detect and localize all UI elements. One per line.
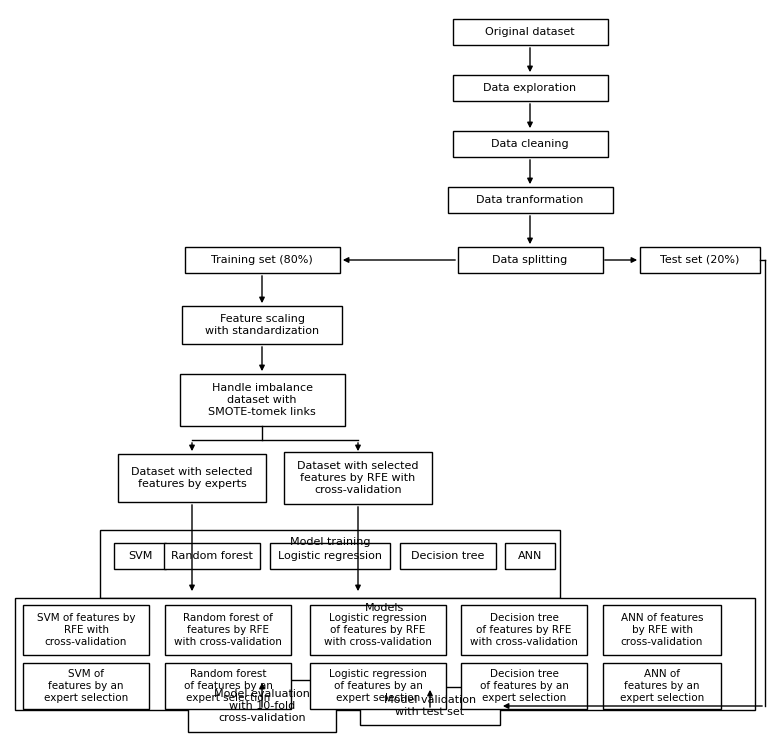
Bar: [270, 543, 390, 569]
Text: Models: Models: [366, 603, 405, 613]
Text: Decision tree: Decision tree: [412, 551, 485, 561]
Text: Decision tree
of features by RFE
with cross-validation: Decision tree of features by RFE with cr…: [470, 614, 578, 647]
Bar: [640, 247, 760, 273]
Bar: [452, 131, 608, 157]
Bar: [100, 530, 560, 598]
Text: Model training: Model training: [290, 537, 370, 547]
Text: Data splitting: Data splitting: [492, 255, 568, 265]
Bar: [284, 452, 432, 504]
Text: Random forest of
features by RFE
with cross-validation: Random forest of features by RFE with cr…: [174, 614, 282, 647]
Bar: [23, 663, 149, 709]
Bar: [114, 543, 166, 569]
Text: Random forest
of features by an
expert selection: Random forest of features by an expert s…: [184, 669, 273, 702]
Text: Test set (20%): Test set (20%): [660, 255, 740, 265]
Text: Model evaluation
with 10-fold
cross-validation: Model evaluation with 10-fold cross-vali…: [214, 690, 310, 723]
Text: Random forest: Random forest: [171, 551, 253, 561]
Text: Logistic regression: Logistic regression: [278, 551, 382, 561]
Text: ANN: ANN: [518, 551, 542, 561]
Bar: [448, 187, 612, 213]
Text: Training set (80%): Training set (80%): [211, 255, 313, 265]
Bar: [310, 605, 446, 655]
Bar: [164, 543, 260, 569]
Bar: [603, 605, 721, 655]
Bar: [180, 374, 344, 426]
Text: Original dataset: Original dataset: [485, 27, 575, 37]
Bar: [15, 598, 755, 710]
Bar: [188, 680, 336, 732]
Text: SVM of
features by an
expert selection: SVM of features by an expert selection: [44, 669, 128, 702]
Bar: [603, 663, 721, 709]
Bar: [360, 687, 500, 725]
Bar: [505, 543, 555, 569]
Bar: [458, 247, 602, 273]
Text: Dataset with selected
features by RFE with
cross-validation: Dataset with selected features by RFE wi…: [298, 462, 419, 495]
Bar: [182, 306, 342, 344]
Bar: [452, 19, 608, 45]
Text: SVM: SVM: [128, 551, 152, 561]
Bar: [184, 247, 340, 273]
Text: ANN of
features by an
expert selection: ANN of features by an expert selection: [620, 669, 704, 702]
Text: SVM of features by
RFE with
cross-validation: SVM of features by RFE with cross-valida…: [37, 614, 135, 647]
Text: Feature scaling
with standardization: Feature scaling with standardization: [205, 314, 319, 336]
Text: Data cleaning: Data cleaning: [491, 139, 569, 149]
Text: Data exploration: Data exploration: [483, 83, 576, 93]
Text: Logistic regression
of features by RFE
with cross-validation: Logistic regression of features by RFE w…: [324, 614, 432, 647]
Bar: [461, 663, 587, 709]
Bar: [452, 75, 608, 101]
Bar: [165, 663, 291, 709]
Bar: [165, 605, 291, 655]
Bar: [461, 605, 587, 655]
Bar: [400, 543, 496, 569]
Text: Handle imbalance
dataset with
SMOTE-tomek links: Handle imbalance dataset with SMOTE-tome…: [208, 384, 316, 417]
Text: Data tranformation: Data tranformation: [476, 195, 583, 205]
Text: ANN of features
by RFE with
cross-validation: ANN of features by RFE with cross-valida…: [621, 614, 703, 647]
Bar: [310, 663, 446, 709]
Text: Logistic regression
of features by an
expert selection: Logistic regression of features by an ex…: [329, 669, 427, 702]
Bar: [23, 605, 149, 655]
Text: Decision tree
of features by an
expert selection: Decision tree of features by an expert s…: [480, 669, 569, 702]
Text: Dataset with selected
features by experts: Dataset with selected features by expert…: [131, 467, 253, 489]
Text: Model validation
with test set: Model validation with test set: [384, 695, 476, 717]
Bar: [118, 454, 266, 502]
